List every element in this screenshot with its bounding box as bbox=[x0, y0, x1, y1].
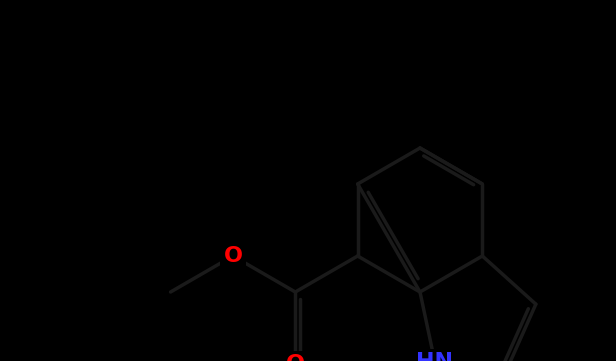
Text: HN: HN bbox=[416, 352, 453, 361]
Text: O: O bbox=[224, 246, 243, 266]
Text: O: O bbox=[286, 354, 305, 361]
